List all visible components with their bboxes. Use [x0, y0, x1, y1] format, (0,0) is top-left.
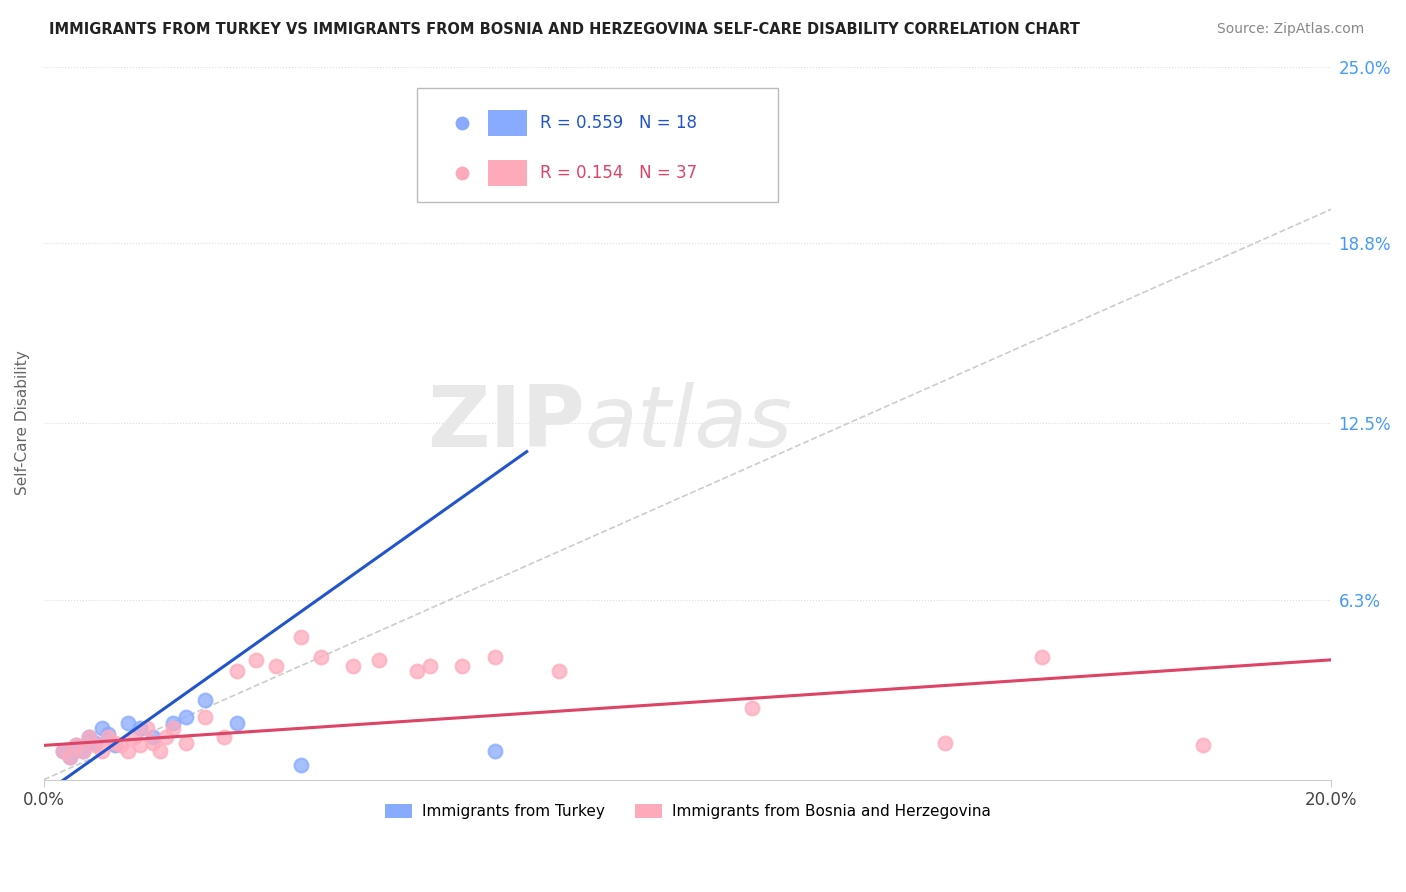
Point [59, 749, 82, 764]
Point [97, 730, 120, 744]
Point [212, 730, 235, 744]
Point [174, 710, 197, 724]
Point [342, 658, 364, 673]
Text: IMMIGRANTS FROM TURKEY VS IMMIGRANTS FROM BOSNIA AND HERZEGOVINA SELF-CARE DISAB: IMMIGRANTS FROM TURKEY VS IMMIGRANTS FRO… [49, 22, 1080, 37]
Point [142, 730, 165, 744]
Bar [488, 161, 527, 186]
Point [741, 701, 763, 715]
Point [142, 735, 165, 749]
Point [194, 710, 217, 724]
Point [419, 658, 441, 673]
Point [104, 739, 127, 753]
Point [117, 715, 139, 730]
Point [65, 739, 87, 753]
Point [451, 658, 474, 673]
Point [484, 650, 506, 665]
Point [245, 653, 267, 667]
Text: atlas: atlas [585, 382, 793, 465]
Point [290, 758, 312, 772]
Point [52, 744, 75, 758]
Point [226, 664, 249, 678]
Point [155, 730, 177, 744]
Point [290, 630, 312, 644]
Point [77, 730, 100, 744]
Point [65, 739, 87, 753]
Point [84, 739, 107, 753]
Point [149, 744, 172, 758]
Point [77, 730, 100, 744]
Legend: Immigrants from Turkey, Immigrants from Bosnia and Herzegovina: Immigrants from Turkey, Immigrants from … [378, 798, 997, 825]
Point [226, 715, 249, 730]
Bar [488, 111, 527, 136]
Text: R = 0.154   N = 37: R = 0.154 N = 37 [540, 164, 697, 182]
Text: R = 0.559   N = 18: R = 0.559 N = 18 [540, 114, 696, 132]
Point [162, 721, 184, 735]
Point [90, 744, 112, 758]
Point [84, 735, 107, 749]
Point [406, 664, 429, 678]
Point [97, 727, 120, 741]
Text: ZIP: ZIP [427, 382, 585, 465]
Point [52, 744, 75, 758]
Point [59, 749, 82, 764]
Point [484, 744, 506, 758]
Point [309, 650, 332, 665]
Point [90, 721, 112, 735]
Point [104, 735, 127, 749]
Point [264, 658, 287, 673]
Point [129, 721, 152, 735]
Point [129, 739, 152, 753]
Text: Source: ZipAtlas.com: Source: ZipAtlas.com [1216, 22, 1364, 37]
Point [72, 744, 94, 758]
Point [367, 653, 389, 667]
Point [934, 735, 956, 749]
Y-axis label: Self-Care Disability: Self-Care Disability [15, 351, 30, 495]
Point [135, 721, 157, 735]
Point [162, 715, 184, 730]
Point [1191, 739, 1213, 753]
Point [117, 744, 139, 758]
FancyBboxPatch shape [418, 88, 778, 202]
Point [194, 692, 217, 706]
Point [110, 739, 132, 753]
Point [122, 730, 145, 744]
Point [72, 744, 94, 758]
Point [1031, 650, 1053, 665]
Point [174, 735, 197, 749]
Point [548, 664, 571, 678]
